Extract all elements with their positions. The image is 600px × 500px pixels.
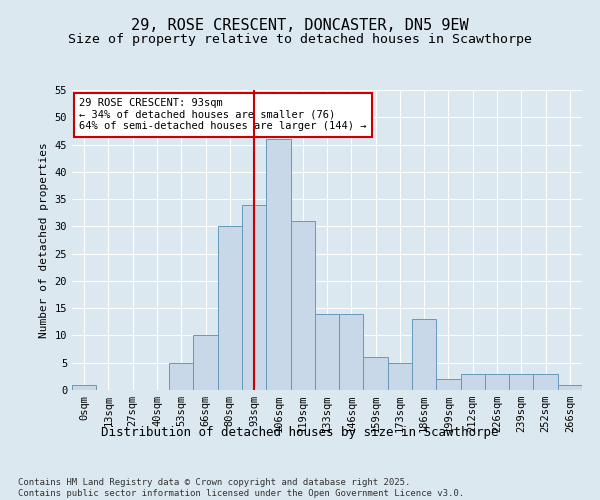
- Bar: [193, 336, 218, 390]
- Text: Distribution of detached houses by size in Scawthorpe: Distribution of detached houses by size …: [101, 426, 499, 439]
- Bar: [436, 379, 461, 390]
- Text: Contains HM Land Registry data © Crown copyright and database right 2025.
Contai: Contains HM Land Registry data © Crown c…: [18, 478, 464, 498]
- Bar: [169, 362, 193, 390]
- Bar: [364, 358, 388, 390]
- Bar: [461, 374, 485, 390]
- Bar: [388, 362, 412, 390]
- Bar: [266, 139, 290, 390]
- Bar: [339, 314, 364, 390]
- Bar: [218, 226, 242, 390]
- Text: 29, ROSE CRESCENT, DONCASTER, DN5 9EW: 29, ROSE CRESCENT, DONCASTER, DN5 9EW: [131, 18, 469, 32]
- Y-axis label: Number of detached properties: Number of detached properties: [39, 142, 49, 338]
- Text: Size of property relative to detached houses in Scawthorpe: Size of property relative to detached ho…: [68, 32, 532, 46]
- Text: 29 ROSE CRESCENT: 93sqm
← 34% of detached houses are smaller (76)
64% of semi-de: 29 ROSE CRESCENT: 93sqm ← 34% of detache…: [79, 98, 367, 132]
- Bar: [242, 204, 266, 390]
- Bar: [315, 314, 339, 390]
- Bar: [509, 374, 533, 390]
- Bar: [485, 374, 509, 390]
- Bar: [558, 384, 582, 390]
- Bar: [290, 221, 315, 390]
- Bar: [72, 384, 96, 390]
- Bar: [533, 374, 558, 390]
- Bar: [412, 319, 436, 390]
